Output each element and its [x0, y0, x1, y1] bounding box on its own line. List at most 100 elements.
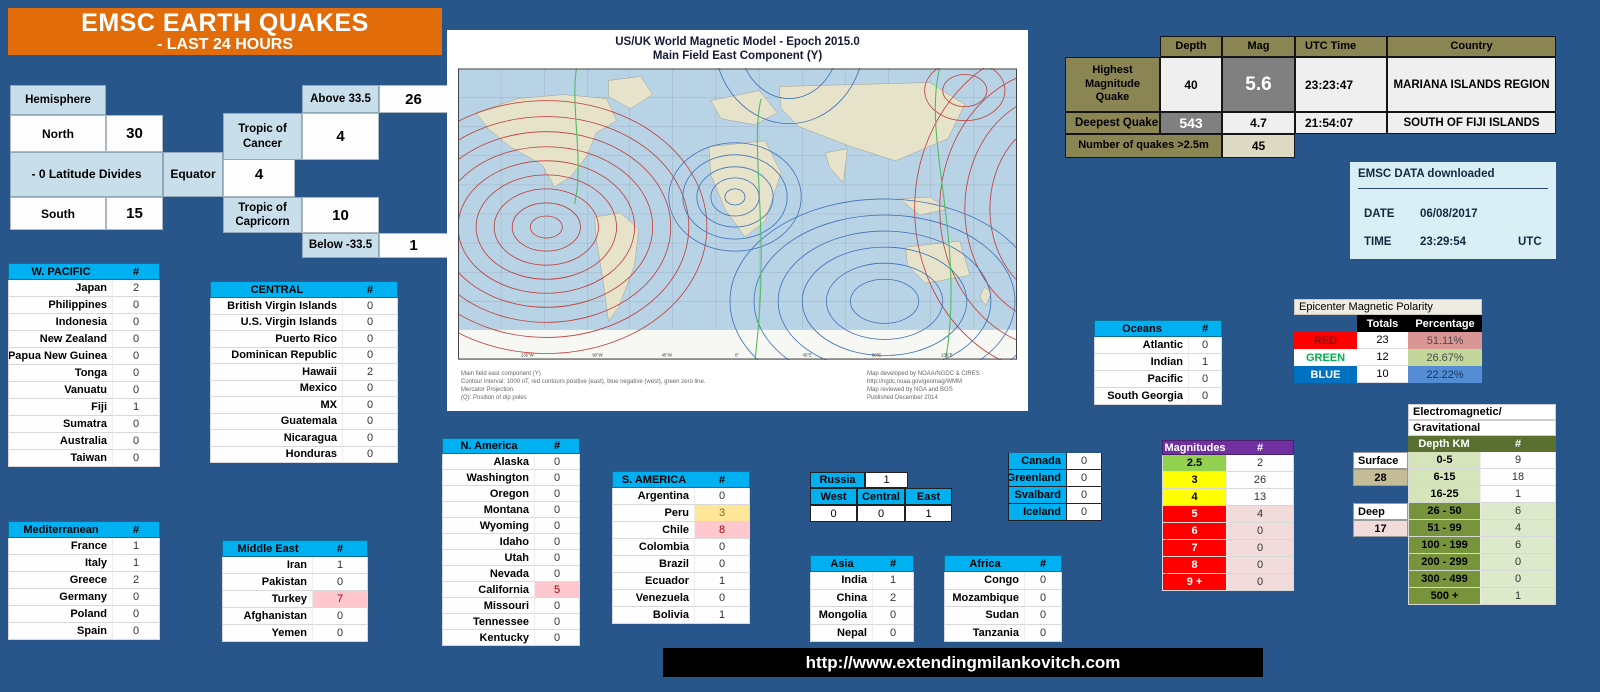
polarity-percentage-value[interactable]: 22.22%	[1408, 366, 1482, 383]
row-label[interactable]: Japan	[8, 280, 112, 297]
russia-label-cell[interactable]: Russia	[810, 472, 865, 488]
row-label[interactable]: Papua New Guinea	[8, 348, 112, 365]
row-value[interactable]: 3	[694, 505, 750, 522]
row-value[interactable]: 1	[872, 572, 914, 590]
tropic-cancer-count-cell[interactable]: 4	[302, 113, 379, 160]
magnitude-count[interactable]: 0	[1226, 557, 1294, 574]
deepest-quake-label[interactable]: Deepest Quake	[1065, 112, 1160, 134]
depth-count[interactable]: 1	[1480, 588, 1556, 605]
deep-count-cell[interactable]: 17	[1353, 520, 1408, 537]
table-header[interactable]: N. America #	[442, 438, 580, 454]
depth-range-label[interactable]: 16-25	[1408, 486, 1480, 503]
magnitude-label[interactable]: 4	[1162, 489, 1226, 506]
depth-title-line1[interactable]: Electromagnetic/	[1408, 404, 1556, 420]
row-value[interactable]: 7	[312, 591, 368, 608]
row-value[interactable]: 0	[112, 433, 160, 450]
row-value[interactable]: 0	[1024, 572, 1062, 590]
row-label[interactable]: Mongolia	[810, 607, 872, 625]
row-value[interactable]: 0	[112, 606, 160, 623]
row-label[interactable]: France	[8, 538, 112, 555]
row-label[interactable]: Indian	[1094, 354, 1188, 371]
row-label[interactable]: Dominican Republic	[210, 347, 342, 364]
row-label[interactable]: Bolivia	[612, 607, 694, 624]
row-value[interactable]: 1	[694, 607, 750, 624]
row-value[interactable]: 0	[1066, 487, 1102, 504]
row-label[interactable]: Mozambique	[944, 589, 1024, 607]
row-label[interactable]: Peru	[612, 505, 694, 522]
russia-count-cell[interactable]: 1	[865, 472, 908, 488]
row-value[interactable]: 0	[112, 297, 160, 314]
row-label[interactable]: Philippines	[8, 297, 112, 314]
row-label[interactable]: Turkey	[222, 591, 312, 608]
highest-quake-label[interactable]: Highest Magnitude Quake	[1065, 57, 1160, 112]
magnitude-count[interactable]: 2	[1226, 455, 1294, 472]
highest-quake-country[interactable]: MARIANA ISLANDS REGION	[1387, 57, 1556, 112]
row-label[interactable]: Tanzania	[944, 624, 1024, 642]
row-label[interactable]: Washington	[442, 470, 534, 486]
quake-count-label[interactable]: Number of quakes >2.5m	[1065, 134, 1222, 158]
below-335-label-cell[interactable]: Below -33.5	[302, 233, 379, 258]
row-value[interactable]: 0	[342, 298, 398, 315]
row-value[interactable]: 0	[312, 625, 368, 642]
depth-range-label[interactable]: 51 - 99	[1408, 520, 1480, 537]
row-value[interactable]: 0	[342, 397, 398, 414]
row-value[interactable]: 0	[534, 454, 580, 470]
polarity-color-label[interactable]: BLUE	[1294, 366, 1357, 383]
table-header[interactable]: Middle East #	[222, 540, 368, 557]
row-value[interactable]: 0	[1024, 607, 1062, 625]
row-label[interactable]: Nevada	[442, 566, 534, 582]
row-label[interactable]: Congo	[944, 572, 1024, 590]
row-value[interactable]: 1	[312, 557, 368, 574]
row-label[interactable]: Sudan	[944, 607, 1024, 625]
above-335-label-cell[interactable]: Above 33.5	[302, 85, 379, 113]
polarity-color-label[interactable]: GREEN	[1294, 349, 1357, 366]
row-label[interactable]: Missouri	[442, 598, 534, 614]
depth-count[interactable]: 1	[1480, 486, 1556, 503]
deepest-quake-mag[interactable]: 4.7	[1222, 112, 1295, 134]
row-label[interactable]: Yemen	[222, 625, 312, 642]
row-label[interactable]: New Zealand	[8, 331, 112, 348]
row-value[interactable]: 2	[112, 572, 160, 589]
row-label[interactable]: Pakistan	[222, 574, 312, 591]
quake-header-mag[interactable]: Mag	[1222, 36, 1295, 57]
latitude-divides-cell[interactable]: - 0 Latitude Divides	[10, 152, 163, 197]
row-value[interactable]: 1	[112, 538, 160, 555]
magnitude-label[interactable]: 7	[1162, 540, 1226, 557]
row-label[interactable]: Guatemala	[210, 413, 342, 430]
row-value[interactable]: 0	[342, 430, 398, 447]
row-value[interactable]: 0	[694, 488, 750, 505]
row-value[interactable]: 0	[112, 365, 160, 382]
polarity-color-label[interactable]: RED	[1294, 332, 1357, 349]
row-label[interactable]: U.S. Virgin Islands	[210, 314, 342, 331]
deep-label-cell[interactable]: Deep	[1353, 503, 1408, 520]
row-value[interactable]: 2	[872, 589, 914, 607]
row-value[interactable]: 0	[342, 446, 398, 463]
row-value[interactable]: 0	[534, 614, 580, 630]
highest-quake-time[interactable]: 23:23:47	[1295, 57, 1387, 112]
row-value[interactable]: 0	[534, 598, 580, 614]
north-count-cell[interactable]: 30	[106, 115, 163, 152]
table-header[interactable]: W. PACIFIC #	[8, 263, 160, 280]
website-url[interactable]: http://www.extendingmilankovitch.com	[805, 652, 1121, 672]
row-label[interactable]: Pacific	[1094, 371, 1188, 388]
depth-count[interactable]: 4	[1480, 520, 1556, 537]
surface-count-cell[interactable]: 28	[1353, 469, 1408, 486]
row-label[interactable]: Vanuatu	[8, 382, 112, 399]
depth-range-label[interactable]: 100 - 199	[1408, 537, 1480, 554]
row-label[interactable]: Idaho	[442, 534, 534, 550]
row-label[interactable]: Mexico	[210, 380, 342, 397]
magnitude-count[interactable]: 4	[1226, 506, 1294, 523]
depth-count[interactable]: 0	[1480, 554, 1556, 571]
row-label[interactable]: MX	[210, 397, 342, 414]
row-value[interactable]: 1	[694, 573, 750, 590]
row-value[interactable]: 0	[1066, 504, 1102, 521]
row-value[interactable]: 0	[534, 486, 580, 502]
quake-header-country[interactable]: Country	[1387, 36, 1556, 57]
row-value[interactable]: 0	[112, 348, 160, 365]
magnitude-label[interactable]: 6	[1162, 523, 1226, 540]
row-value[interactable]: 0	[112, 314, 160, 331]
polarity-total-value[interactable]: 10	[1357, 366, 1408, 383]
row-value[interactable]: 0	[1066, 453, 1102, 470]
row-label[interactable]: Ecuador	[612, 573, 694, 590]
row-value[interactable]: 0	[112, 589, 160, 606]
